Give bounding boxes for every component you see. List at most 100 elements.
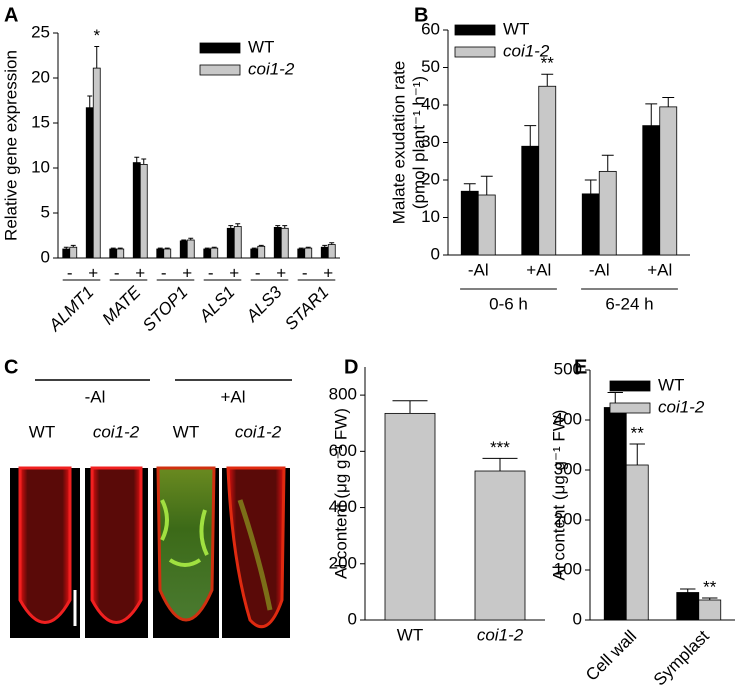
bar bbox=[116, 248, 125, 259]
significance: ** bbox=[703, 577, 717, 596]
genotype-label: coi1-2 bbox=[93, 422, 140, 441]
x-tick-label: +Al bbox=[647, 260, 672, 279]
legend-label: WT bbox=[503, 19, 529, 38]
bar bbox=[233, 226, 242, 259]
error-bar bbox=[680, 588, 696, 593]
y-axis-label: Al content (μg g⁻¹ FW) bbox=[549, 410, 568, 581]
group-label: 6-24 h bbox=[605, 294, 653, 313]
error-bar bbox=[392, 400, 428, 414]
x-tick-label: Cell wall bbox=[582, 627, 640, 685]
treatment-label: +Al bbox=[220, 387, 245, 406]
x-tick-label: +Al bbox=[526, 260, 551, 279]
y-tick-label: 400 bbox=[554, 409, 582, 428]
error-bar bbox=[141, 158, 147, 165]
bar bbox=[186, 239, 195, 259]
y-tick-label: 200 bbox=[329, 553, 357, 572]
y-tick-label: 10 bbox=[31, 157, 50, 176]
y-tick-label: 50 bbox=[421, 57, 440, 76]
x-tick-label: - bbox=[114, 263, 120, 282]
bar bbox=[625, 464, 649, 621]
error-bar bbox=[235, 223, 241, 227]
error-bar bbox=[629, 443, 645, 465]
bar bbox=[257, 245, 266, 259]
error-bar bbox=[70, 244, 76, 248]
y-tick-label: 0 bbox=[573, 609, 582, 628]
x-tick-label: coi1-2 bbox=[477, 625, 524, 644]
bar bbox=[297, 248, 306, 259]
x-tick-label: - bbox=[67, 263, 73, 282]
bar bbox=[521, 145, 540, 256]
y-tick-label: 40 bbox=[421, 94, 440, 113]
significance: ** bbox=[631, 423, 645, 442]
error-bar bbox=[275, 225, 281, 228]
y-tick-label: 100 bbox=[554, 559, 582, 578]
bar bbox=[581, 193, 600, 256]
legend-swatch bbox=[609, 402, 651, 414]
bar bbox=[474, 470, 526, 621]
group-label: ALS1 bbox=[195, 283, 239, 327]
root bbox=[90, 466, 143, 624]
bar bbox=[210, 247, 219, 259]
error-bar bbox=[63, 246, 69, 249]
error-bar bbox=[524, 125, 537, 147]
error-bar bbox=[181, 239, 187, 241]
x-tick-label: - bbox=[302, 263, 308, 282]
x-tick-label: + bbox=[182, 263, 192, 282]
y-tick-label: 60 bbox=[421, 19, 440, 38]
panel-label: D bbox=[344, 356, 358, 378]
y-tick-label: 200 bbox=[554, 509, 582, 528]
bar bbox=[280, 227, 289, 259]
bar bbox=[92, 67, 101, 259]
bar bbox=[538, 85, 557, 256]
error-bar bbox=[305, 246, 311, 249]
bar bbox=[598, 170, 617, 256]
y-tick-label: 20 bbox=[421, 169, 440, 188]
y-tick-label: 10 bbox=[421, 207, 440, 226]
root bbox=[18, 466, 72, 624]
error-bar bbox=[110, 247, 116, 249]
error-bar bbox=[94, 46, 100, 69]
bar bbox=[69, 246, 78, 259]
error-bar bbox=[211, 246, 217, 249]
bar bbox=[139, 163, 148, 259]
legend-label: coi1-2 bbox=[503, 41, 550, 60]
x-tick-label: Symplast bbox=[650, 626, 713, 689]
panel-label: C bbox=[4, 356, 18, 378]
group-label: ALMT1 bbox=[45, 283, 98, 336]
bar bbox=[163, 248, 172, 259]
x-tick-label: + bbox=[135, 263, 145, 282]
error-bar bbox=[298, 247, 304, 249]
genotype-label: WT bbox=[173, 422, 199, 441]
legend-swatch bbox=[199, 42, 241, 54]
legend-label: coi1-2 bbox=[248, 59, 295, 78]
bar bbox=[320, 246, 329, 259]
x-tick-label: - bbox=[255, 263, 261, 282]
bar bbox=[226, 227, 235, 259]
error-bar bbox=[282, 225, 288, 229]
al-stain bbox=[160, 499, 209, 567]
bar bbox=[156, 248, 165, 259]
significance: *** bbox=[490, 438, 510, 457]
x-tick-label: -Al bbox=[468, 260, 489, 279]
error-bar bbox=[164, 247, 170, 249]
x-tick-label: + bbox=[276, 263, 286, 282]
bar bbox=[676, 592, 700, 621]
genotype-label: WT bbox=[29, 422, 55, 441]
panel-label: E bbox=[574, 356, 587, 378]
error-bar bbox=[322, 244, 328, 248]
x-tick-label: - bbox=[208, 263, 214, 282]
bar bbox=[384, 412, 436, 621]
group-label: ALS3 bbox=[242, 282, 286, 326]
error-bar bbox=[601, 154, 614, 172]
y-axis-label: (pmol plant⁻¹ h⁻¹) bbox=[409, 76, 428, 209]
legend-label: WT bbox=[658, 375, 684, 394]
x-tick-label: + bbox=[229, 263, 239, 282]
error-bar bbox=[134, 156, 140, 163]
y-tick-label: 0 bbox=[41, 247, 50, 266]
bar bbox=[179, 240, 188, 259]
bar bbox=[698, 599, 722, 621]
error-bar bbox=[645, 103, 658, 126]
legend-swatch bbox=[199, 64, 241, 76]
x-tick-label: + bbox=[323, 263, 333, 282]
panel-label: A bbox=[4, 4, 18, 26]
